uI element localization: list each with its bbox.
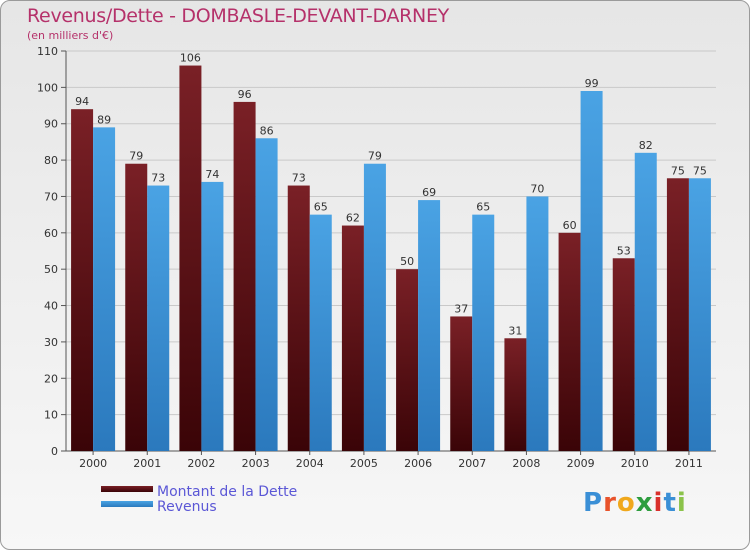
bar-revenus-2009 xyxy=(580,91,603,451)
bar-dette-2003 xyxy=(233,101,256,451)
bar-revenus-2003 xyxy=(255,138,278,452)
x-tick-label: 2000 xyxy=(79,457,107,470)
legend-label-dette: Montant de la Dette xyxy=(157,484,298,500)
bar-dette-2004 xyxy=(287,185,310,451)
bar-dette-2007 xyxy=(450,316,473,451)
x-tick-label: 2003 xyxy=(242,457,270,470)
bar-revenus-2008 xyxy=(526,196,549,451)
legend-label-revenus: Revenus xyxy=(157,499,217,515)
value-label-revenus: 73 xyxy=(151,172,165,185)
value-label-dette: 106 xyxy=(180,52,201,65)
value-label-dette: 60 xyxy=(563,219,577,232)
chart-title: Revenus/Dette - DOMBASLE-DEVANT-DARNEY xyxy=(27,5,449,27)
value-label-dette: 96 xyxy=(238,88,252,101)
bar-revenus-2007 xyxy=(472,214,495,451)
y-tick-label: 40 xyxy=(44,300,58,313)
bar-dette-2005 xyxy=(341,225,364,451)
bar-revenus-2004 xyxy=(309,214,332,451)
logo-letter: t xyxy=(663,488,677,518)
x-tick-label: 2005 xyxy=(350,457,378,470)
value-label-revenus: 69 xyxy=(422,186,436,199)
x-tick-label: 2007 xyxy=(458,457,486,470)
bar-revenus-2001 xyxy=(147,185,170,451)
x-tick-label: 2008 xyxy=(512,457,540,470)
value-label-revenus: 74 xyxy=(205,168,219,181)
x-tick-label: 2001 xyxy=(133,457,161,470)
logo-letter: i xyxy=(676,488,687,518)
logo-letter: r xyxy=(603,488,617,518)
y-tick-label: 50 xyxy=(44,263,58,276)
value-label-revenus: 82 xyxy=(639,139,653,152)
value-label-dette: 37 xyxy=(454,302,468,315)
value-label-dette: 31 xyxy=(508,324,522,337)
value-label-dette: 62 xyxy=(346,212,360,225)
logo-letter: i xyxy=(653,488,664,518)
bar-dette-2000 xyxy=(71,109,94,451)
y-tick-label: 80 xyxy=(44,154,58,167)
value-label-revenus: 79 xyxy=(368,150,382,163)
value-label-dette: 53 xyxy=(617,244,631,257)
value-label-dette: 73 xyxy=(292,172,306,185)
bar-dette-2002 xyxy=(179,65,202,451)
legend-swatch-revenus xyxy=(101,501,153,507)
value-label-revenus: 86 xyxy=(260,124,274,137)
x-tick-label: 2009 xyxy=(567,457,595,470)
value-label-revenus: 89 xyxy=(97,113,111,126)
y-tick-label: 10 xyxy=(44,409,58,422)
bar-dette-2008 xyxy=(504,338,527,451)
legend-swatch-dette xyxy=(101,486,153,492)
y-tick-label: 100 xyxy=(37,81,58,94)
x-tick-label: 2006 xyxy=(404,457,432,470)
y-tick-label: 20 xyxy=(44,372,58,385)
y-tick-label: 0 xyxy=(51,445,58,458)
value-label-revenus: 65 xyxy=(314,201,328,214)
bar-revenus-2011 xyxy=(688,178,711,452)
bar-revenus-2002 xyxy=(201,181,224,451)
bar-dette-2009 xyxy=(558,232,581,451)
x-tick-label: 2011 xyxy=(675,457,703,470)
value-label-revenus: 65 xyxy=(476,201,490,214)
bar-dette-2011 xyxy=(666,178,689,452)
value-label-dette: 79 xyxy=(129,150,143,163)
bar-dette-2010 xyxy=(612,258,635,451)
value-label-dette: 75 xyxy=(671,164,685,177)
y-tick-label: 30 xyxy=(44,336,58,349)
y-tick-label: 70 xyxy=(44,190,58,203)
value-label-revenus: 99 xyxy=(585,77,599,90)
bar-revenus-2010 xyxy=(634,152,657,451)
bar-revenus-2006 xyxy=(418,200,441,451)
value-label-dette: 94 xyxy=(75,95,89,108)
logo-letter: x xyxy=(635,488,654,518)
logo-letter: P xyxy=(583,488,604,518)
bar-dette-2006 xyxy=(396,269,419,451)
y-tick-label: 60 xyxy=(44,227,58,240)
value-label-revenus: 75 xyxy=(693,164,707,177)
logo-letter: o xyxy=(616,488,636,518)
chart-subtitle: (en milliers d'€) xyxy=(27,29,114,42)
value-label-revenus: 70 xyxy=(530,182,544,195)
proxiti-logo: Proxiti xyxy=(583,488,687,518)
bar-revenus-2000 xyxy=(93,127,116,451)
x-tick-label: 2010 xyxy=(621,457,649,470)
y-tick-label: 90 xyxy=(44,118,58,131)
x-tick-label: 2004 xyxy=(296,457,324,470)
y-tick-label: 110 xyxy=(37,45,58,58)
bar-revenus-2005 xyxy=(363,163,386,451)
bar-dette-2001 xyxy=(125,163,148,451)
x-tick-label: 2002 xyxy=(187,457,215,470)
value-label-dette: 50 xyxy=(400,255,414,268)
